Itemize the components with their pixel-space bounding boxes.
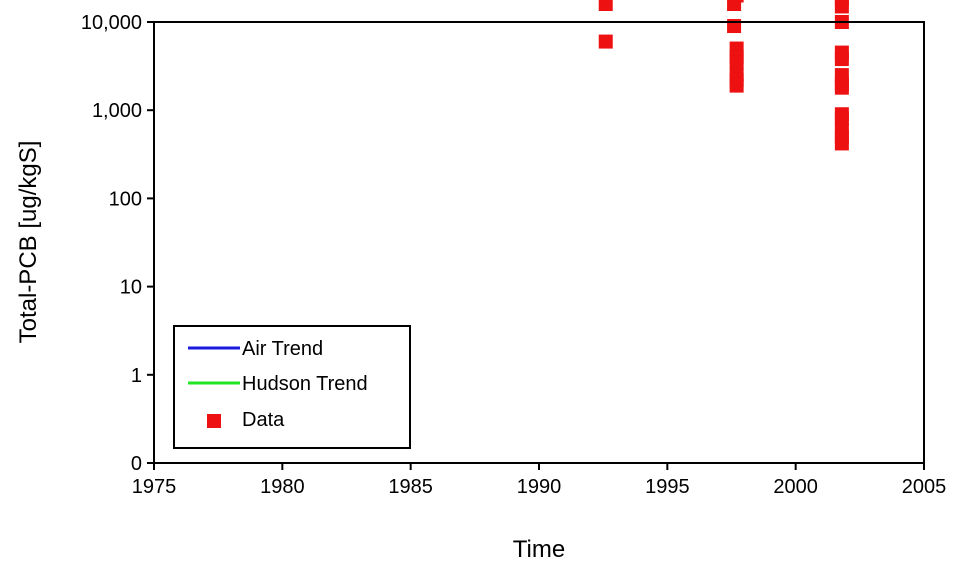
- y-tick-label: 1,000: [92, 100, 142, 122]
- x-tick-label: 1980: [260, 476, 305, 498]
- data-point: [729, 78, 744, 93]
- legend-data-swatch: [207, 414, 221, 428]
- data-point: [729, 0, 744, 3]
- x-tick-label: 1985: [388, 476, 433, 498]
- data-point: [834, 0, 849, 14]
- series-layer: [598, 0, 849, 151]
- data-point: [727, 0, 742, 11]
- x-axis-label: Time: [513, 536, 565, 563]
- x-tick-label: 1975: [132, 476, 177, 498]
- plot-frame: [153, 21, 925, 464]
- legend-data-label: Data: [242, 409, 285, 431]
- y-tick-label: 1: [131, 365, 142, 387]
- y-axis-label: Total-PCB [ug/kgS]: [15, 141, 42, 344]
- data-point: [834, 136, 849, 151]
- legend-air-trend-label: Air Trend: [242, 338, 323, 360]
- y-tick-label: 10,000: [81, 12, 142, 34]
- ticks-layer: 1975 1980 1985 1990 1995 2000 2005 0 1 10 100 1,000…: [81, 12, 946, 498]
- x-tick-label: 1990: [517, 476, 562, 498]
- data-point: [834, 80, 849, 95]
- x-tick-label: 2000: [773, 476, 818, 498]
- data-point: [598, 34, 613, 49]
- y-tick-label: 0: [131, 453, 142, 475]
- x-tick-label: 2005: [902, 476, 947, 498]
- data-point: [834, 111, 849, 126]
- legend-hudson-trend-label: Hudson Trend: [242, 373, 368, 395]
- data-point: [729, 55, 744, 70]
- legend: Air Trend Hudson Trend Data: [173, 325, 411, 449]
- y-tick-label: 100: [109, 188, 142, 210]
- data-point: [598, 0, 613, 11]
- data-point: [834, 52, 849, 67]
- y-tick-label: 10: [120, 277, 142, 299]
- x-tick-label: 1995: [645, 476, 690, 498]
